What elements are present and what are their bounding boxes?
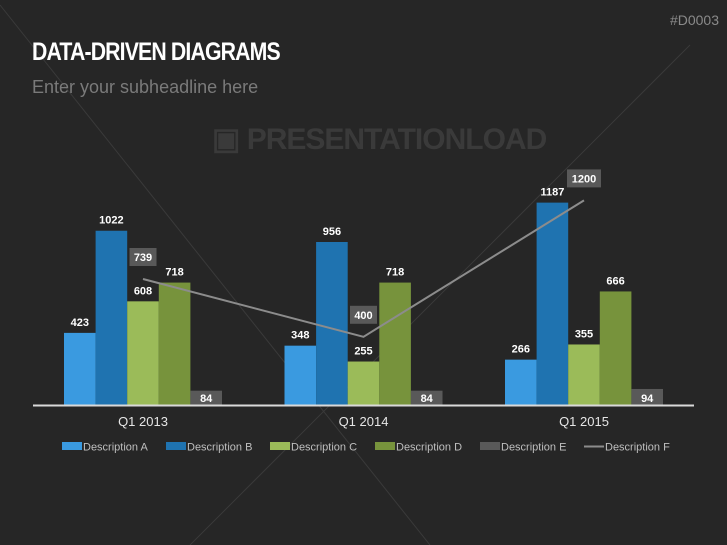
bar: [127, 301, 159, 405]
slide-code: #D0003: [669, 12, 719, 28]
legend-swatch: [270, 442, 290, 450]
legend-swatch: [166, 442, 186, 450]
legend-label: Description E: [501, 442, 566, 454]
bar: [284, 345, 317, 405]
data-label: 348: [291, 330, 309, 342]
x-tick-label: Q1 2014: [339, 414, 389, 429]
data-label: 84: [421, 393, 434, 405]
legend-label: Description F: [605, 442, 670, 454]
line-series: [142, 199, 585, 338]
data-label: 94: [641, 393, 654, 405]
bar: [95, 230, 128, 405]
watermark-logo-icon: ▣: [212, 123, 247, 156]
bar: [379, 282, 411, 405]
data-label: 266: [512, 344, 530, 356]
data-label: 84: [200, 393, 213, 405]
page-title: DATA-DRIVEN DIAGRAMS: [32, 38, 281, 66]
data-label: 718: [165, 267, 183, 279]
bar: [347, 361, 380, 405]
legend-label: Description C: [291, 442, 357, 454]
x-tick-label: Q1 2013: [118, 414, 168, 429]
data-label: 608: [134, 285, 152, 297]
bar: [316, 242, 348, 405]
legend-label: Description D: [396, 442, 462, 454]
page-subtitle: Enter your subheadline here: [32, 77, 259, 97]
bar: [158, 282, 191, 405]
legend-swatch: [375, 442, 395, 450]
data-label: 423: [71, 317, 89, 329]
bar: [568, 344, 600, 405]
line-label-box: [567, 169, 601, 188]
legend-swatch: [480, 442, 500, 450]
watermark: ▣ PRESENTATIONLOAD: [212, 123, 547, 156]
data-label: 255: [354, 346, 372, 358]
legend-label: Description A: [83, 442, 148, 454]
line-data-label: 739: [134, 252, 152, 264]
line-label-box: [129, 248, 157, 267]
bar: [631, 388, 663, 405]
bar: [190, 390, 222, 405]
line-data-label: 400: [354, 310, 372, 322]
data-label: 355: [575, 328, 593, 340]
data-label: 1022: [99, 215, 123, 227]
data-label: 956: [323, 226, 341, 238]
x-tick-label: Q1 2015: [559, 414, 609, 429]
bar: [505, 359, 537, 405]
data-label: 666: [606, 275, 624, 287]
bar: [410, 390, 443, 405]
line-label-box: [350, 305, 377, 324]
line-data-label: 1200: [572, 173, 596, 185]
legend-swatch: [62, 442, 82, 450]
bar: [599, 291, 632, 405]
data-label: 1187: [540, 187, 564, 199]
data-label: 718: [386, 267, 404, 279]
bar: [64, 332, 96, 405]
legend-label: Description B: [187, 442, 252, 454]
bar: [536, 202, 569, 405]
